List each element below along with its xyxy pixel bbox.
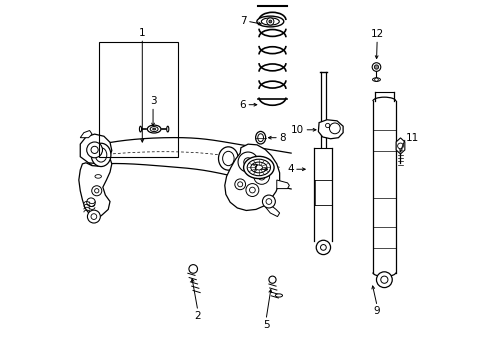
Polygon shape: [80, 131, 92, 138]
Ellipse shape: [243, 156, 274, 179]
Text: 7: 7: [251, 164, 258, 174]
Circle shape: [329, 123, 340, 134]
Text: 2: 2: [194, 311, 201, 321]
Polygon shape: [395, 138, 404, 154]
Text: 3: 3: [149, 96, 156, 107]
Ellipse shape: [139, 126, 142, 132]
Ellipse shape: [166, 126, 168, 132]
Circle shape: [262, 195, 275, 208]
Circle shape: [245, 184, 258, 197]
Circle shape: [373, 65, 378, 69]
Ellipse shape: [85, 140, 105, 166]
Ellipse shape: [147, 125, 161, 133]
Bar: [99, 42, 178, 157]
Text: 5: 5: [262, 320, 269, 330]
Ellipse shape: [255, 131, 265, 144]
Text: 11: 11: [405, 133, 418, 143]
Circle shape: [87, 210, 100, 223]
Polygon shape: [80, 134, 112, 164]
Circle shape: [316, 240, 330, 255]
Text: 4: 4: [287, 164, 293, 174]
Circle shape: [234, 179, 245, 190]
Polygon shape: [276, 180, 289, 189]
Circle shape: [86, 198, 95, 207]
Text: 9: 9: [373, 306, 380, 316]
Circle shape: [268, 276, 276, 283]
Ellipse shape: [372, 78, 380, 81]
Ellipse shape: [218, 147, 238, 170]
Polygon shape: [101, 138, 290, 189]
Ellipse shape: [152, 128, 155, 130]
Text: 7: 7: [240, 16, 246, 26]
Polygon shape: [79, 158, 112, 218]
Text: 6: 6: [239, 100, 246, 110]
Circle shape: [86, 142, 102, 158]
Circle shape: [253, 168, 269, 184]
Circle shape: [376, 272, 391, 288]
Ellipse shape: [275, 294, 282, 297]
Circle shape: [266, 18, 273, 25]
Polygon shape: [224, 144, 279, 211]
Circle shape: [268, 20, 271, 23]
Circle shape: [92, 186, 102, 196]
Text: 8: 8: [278, 133, 285, 143]
Text: 1: 1: [139, 28, 145, 39]
Polygon shape: [318, 120, 343, 139]
Polygon shape: [265, 204, 279, 217]
Text: 12: 12: [370, 30, 383, 40]
Text: 10: 10: [291, 125, 304, 135]
Circle shape: [238, 152, 258, 172]
Circle shape: [371, 63, 380, 71]
Ellipse shape: [256, 16, 283, 27]
Ellipse shape: [91, 143, 111, 167]
Circle shape: [188, 265, 197, 273]
